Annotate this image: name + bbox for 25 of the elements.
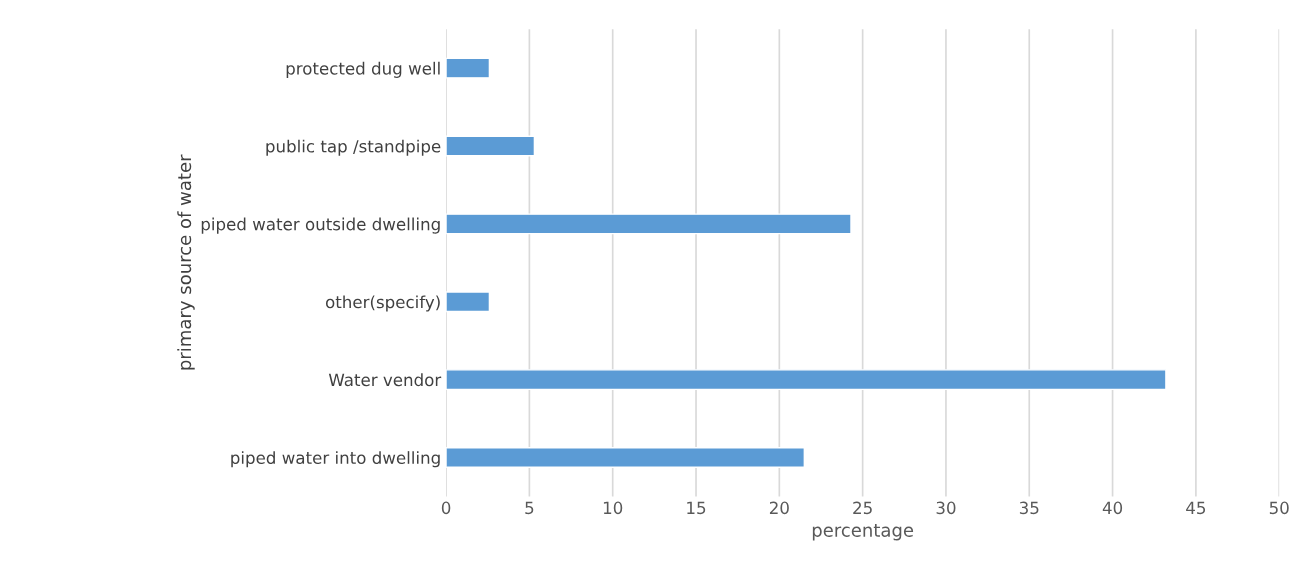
y-tick-label: piped water into dwelling (231, 451, 440, 468)
y-axis-title: primary source of water (177, 154, 195, 370)
x-tick-label: 0 (441, 501, 451, 515)
x-tick-label: 40 (1102, 501, 1123, 515)
bar (446, 213, 852, 235)
bar (446, 369, 1167, 391)
y-tick-label: other(specify) (325, 295, 440, 312)
x-tick-label: 50 (1269, 501, 1289, 515)
x-axis-title: percentage (812, 523, 914, 541)
x-tick-label: 20 (769, 501, 789, 515)
x-tick-label: 30 (936, 501, 956, 515)
bar (446, 447, 806, 468)
x-tick-label: 15 (687, 501, 706, 515)
y-tick-label: piped water outside dwelling (201, 217, 440, 234)
x-tick-label: 10 (603, 501, 623, 515)
x-tick-label: 35 (1019, 501, 1039, 515)
x-tick-label: 5 (525, 501, 534, 515)
x-tick-label: 45 (1186, 501, 1206, 515)
bar (446, 57, 491, 79)
bar (446, 291, 491, 313)
y-tick-label: protected dug well (286, 61, 440, 78)
bar (446, 135, 536, 157)
y-tick-label: Water vendor (328, 373, 442, 387)
x-tick-label: 25 (853, 501, 872, 515)
y-tick-label: public tap /standpipe (266, 139, 441, 156)
